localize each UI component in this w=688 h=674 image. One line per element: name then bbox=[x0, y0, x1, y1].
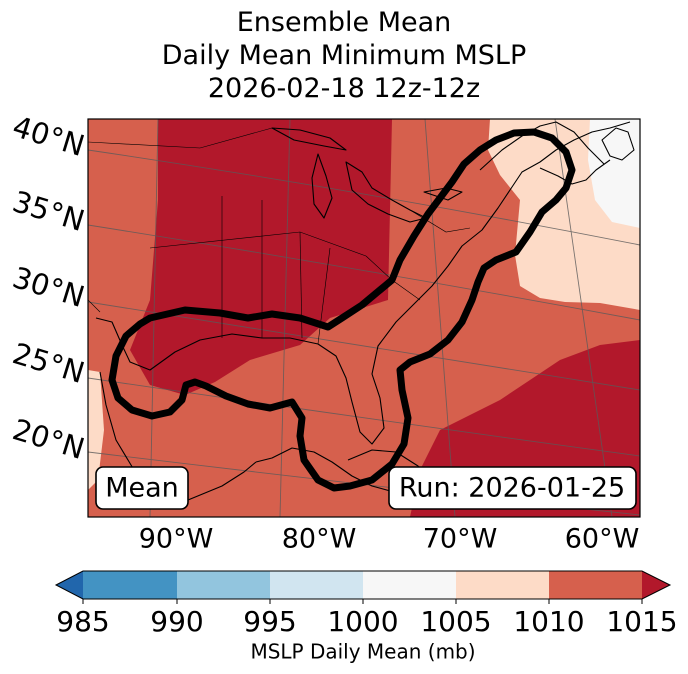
threshold-contour bbox=[108, 128, 576, 492]
lat-label: 25°N bbox=[9, 336, 89, 390]
lon-label: 60°W bbox=[565, 524, 640, 555]
lat-label: 35°N bbox=[9, 184, 89, 238]
mean-label: Mean bbox=[105, 473, 179, 504]
lon-label: 90°W bbox=[139, 524, 214, 555]
lon-label: 70°W bbox=[423, 524, 498, 555]
colorbar-tick-label: 995 bbox=[243, 605, 296, 638]
colorbar-tick-label: 1015 bbox=[606, 605, 677, 638]
colorbar-tick-label: 985 bbox=[56, 605, 109, 638]
colorbar-segment bbox=[83, 571, 177, 599]
run-label: Run: 2026-01-25 bbox=[399, 473, 625, 504]
colorbar-tick-label: 1005 bbox=[420, 605, 491, 638]
field-1005-west-edge bbox=[88, 370, 104, 490]
colorbar-tick-label: 1000 bbox=[327, 605, 398, 638]
newfoundland-coast bbox=[601, 127, 635, 161]
colorbar-ticks bbox=[82, 599, 643, 604]
title-line-3: 2026-02-18 12z-12z bbox=[207, 73, 481, 104]
map-frame bbox=[87, 118, 641, 518]
title-line-1: Ensemble Mean bbox=[236, 7, 452, 38]
parallel-35n bbox=[88, 224, 640, 321]
run-label-box: Run: 2026-01-25 bbox=[388, 466, 637, 510]
us-gulf-coast bbox=[95, 121, 631, 445]
meridian-70w bbox=[424, 119, 456, 517]
map-panel: 40°N 35°N 30°N 25°N 20°N 90°W 80°W 70°W … bbox=[9, 109, 641, 555]
colorbar-segment bbox=[456, 571, 549, 599]
colorbar-under-arrow bbox=[56, 571, 83, 599]
colorbar-segment bbox=[270, 571, 363, 599]
colorbar-over-arrow bbox=[642, 571, 670, 599]
state-borders bbox=[88, 127, 471, 345]
colorbar-tick-label: 1010 bbox=[513, 605, 584, 638]
longitude-labels: 90°W 80°W 70°W 60°W bbox=[139, 524, 640, 555]
lat-label: 20°N bbox=[9, 412, 89, 466]
lat-label: 40°N bbox=[9, 109, 89, 163]
colorbar-segment bbox=[177, 571, 270, 599]
lat-label: 30°N bbox=[9, 260, 89, 314]
colorbar-segment bbox=[549, 571, 642, 599]
colorbar-tick-labels: 985 990 995 1000 1005 1010 1015 bbox=[56, 605, 677, 638]
latitude-labels: 40°N 35°N 30°N 25°N 20°N bbox=[9, 109, 89, 466]
lon-label: 80°W bbox=[282, 524, 357, 555]
great-lakes-superior bbox=[271, 127, 347, 151]
parallel-25n bbox=[88, 377, 640, 457]
border-us-mexico bbox=[88, 299, 101, 313]
border-us-canada bbox=[88, 127, 273, 149]
great-lakes-michigan bbox=[311, 153, 333, 219]
border-state-line-f bbox=[149, 231, 367, 257]
pressure-field bbox=[88, 119, 640, 517]
colorbar-axis-label: MSLP Daily Mean (mb) bbox=[250, 640, 475, 664]
nova-scotia-coast bbox=[539, 159, 611, 185]
saint-lawrence-coast bbox=[479, 121, 605, 171]
colorbar-segment bbox=[363, 571, 456, 599]
title-line-2: Daily Mean Minimum MSLP bbox=[161, 40, 527, 71]
parallel-40n bbox=[88, 149, 640, 246]
colorbar: 985 990 995 1000 1005 1010 1015 MSLP Dai… bbox=[54, 570, 678, 664]
mean-label-box: Mean bbox=[95, 466, 189, 510]
colorbar-tick-label: 990 bbox=[150, 605, 203, 638]
field-1000-northeast-corner bbox=[588, 119, 640, 228]
